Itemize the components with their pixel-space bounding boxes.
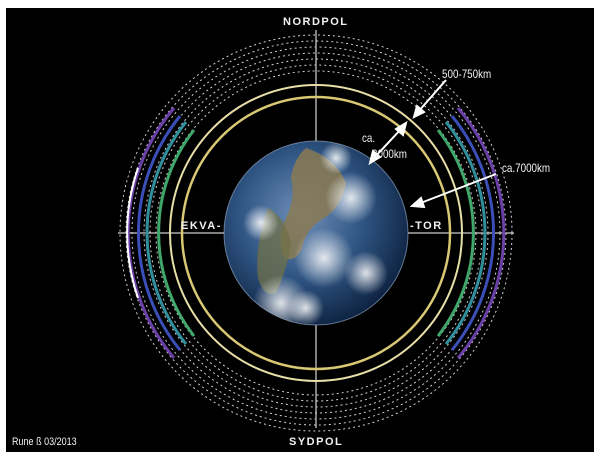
second-ring <box>169 84 463 382</box>
outer-belt-label: 500-750km <box>442 67 492 81</box>
inner-belt-arrow <box>368 120 408 166</box>
left-outer-white-arc <box>126 167 139 299</box>
south-pole-label: SYDPOL <box>289 436 344 448</box>
inner-belt-ca-label: ca. <box>362 131 376 145</box>
outer-belt-arrow <box>412 79 447 119</box>
earth-belts-diagram <box>118 30 514 432</box>
mid-belt-label: ca.7000km <box>502 161 551 175</box>
earth-globe <box>223 140 409 326</box>
equator-left-label: EKVA- <box>181 220 222 232</box>
north-pole-label: NORDPOL <box>283 16 349 28</box>
credit-label: Rune ß 03/2013 <box>12 436 77 448</box>
inner-belt-label: 3000km <box>372 147 408 161</box>
diagram-stage: NORDPOL SYDPOL EKVA- -TOR 500-750km ca. … <box>6 8 594 452</box>
inner-ring <box>180 95 452 371</box>
mid-belt-arrow <box>409 173 497 209</box>
right-colored-bands <box>436 107 506 359</box>
equator-right-label: -TOR <box>410 220 443 232</box>
left-colored-bands <box>126 107 196 359</box>
